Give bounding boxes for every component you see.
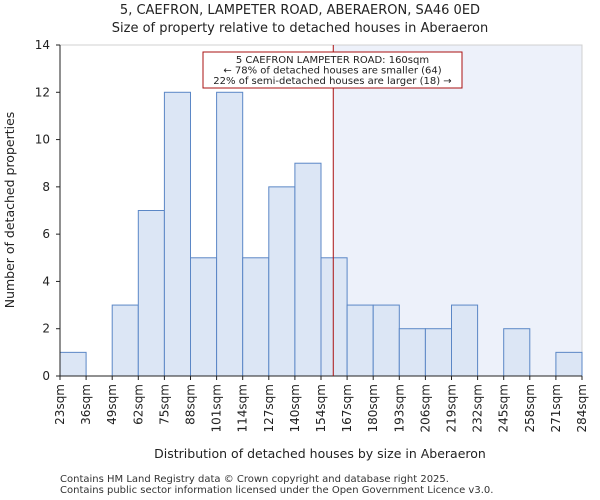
x-tick-label: 75sqm [157, 384, 171, 425]
y-tick-label: 2 [42, 322, 50, 336]
chart-title: 5, CAEFRON, LAMPETER ROAD, ABERAERON, SA… [120, 3, 480, 18]
y-tick-label: 8 [42, 180, 50, 194]
x-tick-label: 114sqm [236, 384, 250, 432]
bar-140sqm [294, 162, 322, 377]
bar-219sqm [451, 304, 479, 377]
x-tick-label: 232sqm [471, 384, 485, 432]
bar-167sqm [346, 304, 374, 377]
y-axis-label: Number of detached properties [2, 112, 17, 309]
x-axis-label: Distribution of detached houses by size … [154, 446, 486, 461]
annotation-line-2: ← 78% of detached houses are smaller (64… [223, 66, 441, 77]
bar-271sqm [555, 351, 583, 377]
plot-area: 0 2 4 6 8 10 12 14 23sqm 36sqm 49sqm 62sqm 75sqm 88sq… [35, 38, 589, 432]
bar-101sqm [216, 91, 244, 377]
bar-154sqm [320, 257, 348, 377]
y-tick-label: 6 [42, 227, 50, 241]
bar-88sqm [190, 257, 218, 377]
bar-23sqm [59, 351, 87, 377]
y-tick-label: 12 [35, 85, 50, 99]
bar-114sqm [242, 257, 270, 377]
bar-193sqm [398, 328, 426, 377]
x-tick-label: 62sqm [131, 384, 145, 425]
footer-line-2: Contains public sector information licen… [60, 485, 493, 496]
bar-62sqm [137, 210, 165, 377]
x-tick-label: 206sqm [418, 384, 432, 432]
x-tick-label: 180sqm [366, 384, 380, 432]
x-tick-label: 154sqm [314, 384, 328, 432]
x-tick-label: 284sqm [575, 384, 589, 432]
y-tick-label: 14 [35, 38, 50, 52]
x-tick-label: 36sqm [79, 384, 93, 425]
footer-line-1: Contains HM Land Registry data © Crown c… [60, 474, 449, 485]
y-tick-label: 10 [35, 133, 50, 147]
x-tick-label: 193sqm [392, 384, 406, 432]
y-tick-label: 0 [42, 369, 50, 383]
x-tick-label: 101sqm [210, 384, 224, 432]
y-tick-label: 4 [42, 274, 50, 288]
x-tick-label: 219sqm [445, 384, 459, 432]
x-tick-label: 258sqm [523, 384, 537, 432]
bar-245sqm [503, 328, 531, 377]
bar-127sqm [268, 186, 296, 377]
bar-75sqm [163, 91, 191, 377]
annotation-line-1: 5 CAEFRON LAMPETER ROAD: 160sqm [236, 55, 429, 66]
x-tick-label: 245sqm [497, 384, 511, 432]
bar-49sqm [111, 304, 139, 377]
x-tick-label: 167sqm [340, 384, 354, 432]
x-tick-label: 140sqm [288, 384, 302, 432]
annotation-box [202, 51, 463, 89]
x-tick-label: 88sqm [184, 384, 198, 425]
x-tick-label: 127sqm [262, 384, 276, 432]
chart-subtitle: Size of property relative to detached ho… [112, 21, 489, 36]
x-tick-label: 23sqm [53, 384, 67, 425]
bar-206sqm [424, 328, 452, 377]
annotation-line-3: 22% of semi-detached houses are larger (… [213, 76, 451, 87]
x-tick-label: 271sqm [549, 384, 563, 432]
bar-180sqm [372, 304, 400, 377]
x-tick-label: 49sqm [105, 384, 119, 425]
